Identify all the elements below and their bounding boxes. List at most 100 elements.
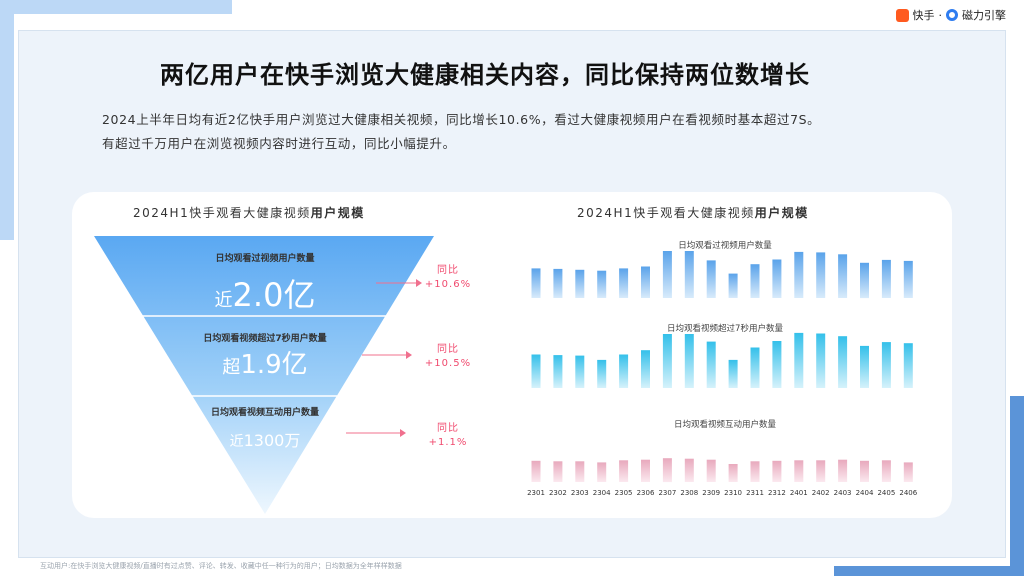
bar-3-2305 [619,460,629,482]
bar-2-2406 [903,343,913,388]
funnel-panel-title: 2024H1快手观看大健康视频用户规模 [133,204,365,221]
series-title: 日均观看视频超过7秒用户数量 [667,324,783,334]
bar-1-2401 [794,251,804,298]
growth-value: +10.6% [424,279,472,290]
tier-value: 近2.0亿 [165,270,365,316]
bar-2-2306 [641,350,650,388]
bar-3-2312 [772,460,782,482]
bar-2-2301 [531,354,541,388]
month-label: 2311 [746,489,764,497]
month-label: 2401 [789,489,808,497]
bar-1-2307 [662,251,672,298]
bar-3-2302 [553,461,563,482]
bars-panel-title: 2024H1快手观看大健康视频用户规模 [577,204,809,221]
description-line-1: 2024上半年日均有近2亿快手用户浏览过大健康相关视频，同比增长10.6%，看过… [102,112,821,127]
tier-number: 1300万 [243,431,301,450]
cili-logo-icon [946,9,958,21]
month-label: 2304 [592,489,611,497]
bar-3-2303 [575,461,585,482]
growth-label: 同比 [437,344,459,355]
month-label: 2404 [855,489,874,497]
growth-indicator: 同比 +10.5% [413,343,483,371]
kuaishou-logo-icon [895,8,909,22]
footnote: 互动用户:在快手浏览大健康视频/直播时有过点赞、评论、转发、收藏中任一种行为的用… [40,562,402,570]
bar-1-2310 [728,273,738,298]
tier-number: 2.0亿 [232,276,316,314]
corner-decoration-top-left [0,0,232,14]
bar-2-2303 [575,355,585,388]
bar-1-2306 [641,266,650,298]
series-title: 日均观看视频互动用户数量 [673,420,776,430]
bar-1-2403 [838,254,848,298]
bars-title-bold: 用户规模 [754,206,809,220]
page-title: 两亿用户在快手浏览大健康相关内容，同比保持两位数增长 [160,61,810,89]
bar-2-2307 [662,334,672,388]
bar-1-2305 [619,268,629,298]
bar-1-2406 [903,260,913,298]
bar-3-2405 [881,460,891,482]
bar-2-2305 [619,354,629,388]
bar-1-2311 [750,264,760,298]
bar-3-2404 [860,460,869,482]
tier-label: 日均观看视频互动用户数量 [210,408,319,418]
bars-title-normal: 2024H1快手观看大健康视频 [577,206,755,220]
funnel-title-normal: 2024H1快手观看大健康视频 [133,206,311,220]
bar-2-2403 [838,336,848,388]
month-label: 2406 [899,489,918,497]
tier-value: 近1300万 [165,427,365,451]
growth-label: 同比 [437,423,459,434]
bar-2-2304 [597,359,607,388]
corner-decoration-bottom [834,566,1024,576]
growth-label: 同比 [437,265,459,276]
bar-1-2303 [575,269,585,298]
bar-1-2302 [553,268,563,298]
month-label: 2312 [767,489,786,497]
brand-logo: 快手 · 磁力引擎 [895,7,1006,23]
month-label: 2308 [680,489,699,497]
bar-2-2404 [860,345,869,388]
bar-1-2308 [684,251,694,298]
bar-1-2304 [597,270,607,298]
corner-decoration-left [0,0,14,240]
bar-3-2309 [706,459,716,482]
bar-3-2401 [794,460,804,482]
tier-prefix: 近 [214,290,233,311]
bar-1-2404 [860,262,869,299]
tier-prefix: 近 [229,434,244,450]
month-label: 2305 [614,489,633,497]
bar-3-2308 [684,458,694,482]
arrow-icon [346,429,406,437]
bar-2-2302 [553,355,563,388]
bar-1-2301 [531,268,541,298]
bar-3-2301 [531,460,541,482]
bar-2-2401 [794,332,804,388]
tier-label: 日均观看视频超过7秒用户数量 [203,334,327,344]
bar-2-2310 [728,359,738,388]
funnel-title-bold: 用户规模 [310,206,365,220]
growth-indicator: 同比 +1.1% [413,422,483,450]
growth-value: +1.1% [428,437,468,448]
month-label: 2403 [833,489,852,497]
bar-2-2311 [750,347,760,388]
arrow-icon [376,279,422,287]
month-label: 2306 [636,489,655,497]
bar-1-2402 [816,252,826,298]
tier-label: 日均观看过视频用户数量 [215,254,315,264]
description: 2024上半年日均有近2亿快手用户浏览过大健康相关视频，同比增长10.6%，看过… [102,108,962,156]
month-label: 2405 [877,489,896,497]
bar-1-2405 [881,259,891,298]
series-title: 日均观看过视频用户数量 [678,241,772,251]
bar-2-2312 [772,341,782,388]
tier-number: 1.9亿 [240,350,308,380]
bar-3-2403 [838,459,848,482]
month-label: 2303 [570,489,589,497]
bar-1-2309 [706,260,716,298]
description-line-2: 有超过千万用户在浏览视频内容时进行互动，同比小幅提升。 [102,136,456,151]
bar-3-2304 [597,462,607,482]
bar-3-2406 [903,462,913,482]
bar-3-2307 [662,458,672,483]
growth-value: +10.5% [424,358,472,369]
bar-charts [531,251,913,483]
bar-2-2405 [881,342,891,388]
month-label: 2402 [811,489,830,497]
